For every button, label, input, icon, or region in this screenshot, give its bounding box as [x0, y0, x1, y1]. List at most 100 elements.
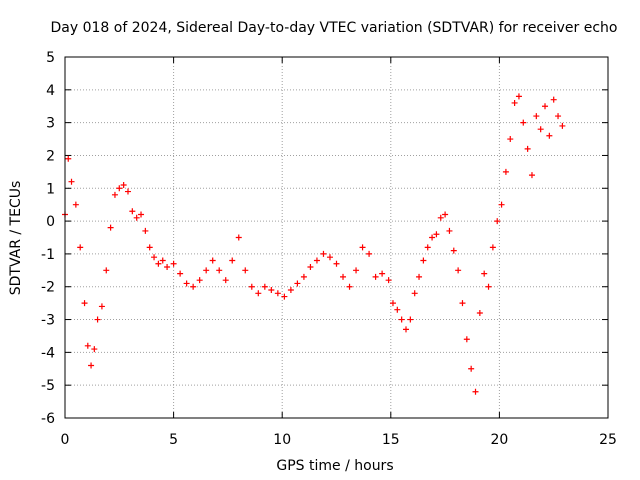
data-point: [416, 273, 423, 280]
data-point: [555, 113, 562, 120]
x-tick-label: 20: [490, 432, 508, 448]
data-point: [268, 287, 275, 294]
data-point: [255, 290, 262, 297]
data-point: [455, 267, 462, 274]
x-tick-label: 5: [169, 432, 178, 448]
data-point: [485, 283, 492, 290]
data-point: [394, 306, 401, 313]
data-point: [559, 122, 566, 129]
data-point: [433, 231, 440, 238]
data-point: [72, 201, 79, 208]
data-point: [235, 234, 242, 241]
data-point: [248, 283, 255, 290]
plot-frame: [64, 56, 609, 419]
data-point: [533, 113, 540, 120]
data-point: [307, 264, 314, 271]
y-tick-label: 3: [46, 116, 55, 132]
data-point: [91, 346, 98, 353]
data-point: [242, 267, 249, 274]
data-point: [429, 234, 436, 241]
data-point: [281, 293, 288, 300]
y-tick-label: -2: [41, 280, 55, 296]
data-point: [550, 96, 557, 103]
data-point: [537, 126, 544, 133]
data-point: [542, 103, 549, 110]
data-point: [164, 264, 171, 271]
y-tick-label: 0: [46, 214, 55, 230]
data-point: [222, 277, 229, 284]
data-point: [340, 273, 347, 280]
x-tick-label: 25: [599, 432, 617, 448]
data-point: [177, 270, 184, 277]
data-point: [502, 168, 509, 175]
data-point: [261, 283, 268, 290]
data-point: [411, 290, 418, 297]
data-point: [88, 362, 95, 369]
data-point: [196, 277, 203, 284]
data-point: [103, 267, 110, 274]
data-point: [151, 254, 158, 261]
data-points: [62, 93, 566, 395]
data-point: [379, 270, 386, 277]
data-point: [489, 244, 496, 251]
data-point: [498, 201, 505, 208]
data-point: [98, 303, 105, 310]
data-point: [515, 93, 522, 100]
data-point: [84, 342, 91, 349]
data-point: [183, 280, 190, 287]
data-point: [476, 309, 483, 316]
data-point: [366, 250, 373, 257]
data-point: [320, 250, 327, 257]
data-point: [209, 257, 216, 264]
y-tick-label: -5: [41, 378, 55, 394]
data-point: [346, 283, 353, 290]
data-point: [372, 273, 379, 280]
data-point: [420, 257, 427, 264]
data-point: [494, 218, 501, 225]
data-point: [155, 260, 162, 267]
data-point: [65, 155, 72, 162]
data-point: [146, 244, 153, 251]
data-point: [459, 300, 466, 307]
data-point: [294, 280, 301, 287]
data-point: [389, 300, 396, 307]
data-point: [511, 99, 518, 106]
data-point: [111, 191, 118, 198]
x-tick-label: 0: [61, 432, 70, 448]
data-point: [129, 208, 136, 215]
y-tick-label: 5: [46, 50, 55, 66]
data-point: [520, 119, 527, 126]
data-point: [190, 283, 197, 290]
data-point: [94, 316, 101, 323]
data-point: [398, 316, 405, 323]
data-point: [442, 211, 449, 218]
data-point: [116, 185, 123, 192]
data-point: [359, 244, 366, 251]
data-point: [407, 316, 414, 323]
data-point: [300, 273, 307, 280]
data-point: [81, 300, 88, 307]
data-point: [142, 227, 149, 234]
y-axis-label: SDTVAR / TECUs: [8, 181, 24, 296]
data-point: [159, 257, 166, 264]
data-point: [468, 365, 475, 372]
x-axis-label: GPS time / hours: [276, 458, 393, 474]
y-tick-label: 2: [46, 148, 55, 164]
data-point: [120, 181, 127, 188]
y-tick-label: -6: [41, 411, 55, 427]
data-point: [77, 244, 84, 251]
data-point: [68, 178, 75, 185]
x-tick-label: 10: [273, 432, 291, 448]
data-point: [124, 188, 131, 195]
y-tick-label: -3: [41, 313, 55, 329]
data-point: [463, 336, 470, 343]
data-point: [216, 267, 223, 274]
chart-title: Day 018 of 2024, Sidereal Day-to-day VTE…: [51, 20, 618, 36]
data-point: [481, 270, 488, 277]
grid: [65, 57, 608, 418]
data-point: [403, 326, 410, 333]
data-point: [229, 257, 236, 264]
